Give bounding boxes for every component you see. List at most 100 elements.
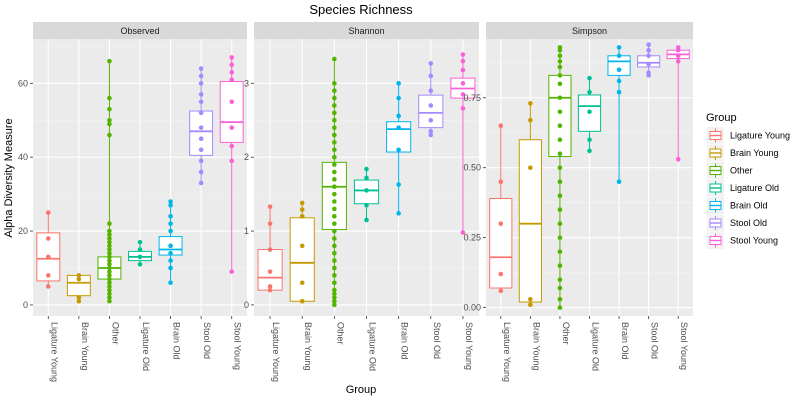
data-point — [107, 258, 112, 263]
data-point — [299, 280, 305, 286]
data-point — [557, 207, 563, 212]
data-point — [332, 184, 337, 190]
data-point — [168, 265, 173, 271]
box-brain-young — [289, 200, 315, 304]
data-point — [332, 236, 337, 241]
data-point — [198, 125, 204, 130]
data-point — [332, 265, 337, 271]
data-point — [557, 45, 563, 50]
data-point — [396, 211, 401, 216]
data-point — [332, 221, 337, 226]
data-point — [332, 125, 337, 130]
data-point — [267, 269, 273, 274]
box-iqr — [489, 197, 513, 289]
data-point — [229, 77, 235, 82]
data-point — [229, 69, 235, 75]
data-point — [229, 99, 235, 105]
data-point — [107, 269, 112, 274]
legend-label: Stool Old — [730, 218, 767, 228]
data-point — [332, 169, 337, 175]
data-point — [267, 221, 273, 226]
box-other — [548, 45, 572, 310]
data-point — [332, 117, 337, 123]
data-point — [396, 113, 401, 119]
data-point — [107, 261, 112, 267]
data-point — [107, 298, 112, 304]
data-point — [460, 92, 466, 97]
data-point — [107, 265, 112, 271]
data-point — [616, 45, 622, 50]
data-point — [557, 73, 563, 78]
box-iqr — [289, 217, 315, 302]
data-point — [107, 221, 112, 226]
box-brain-young — [66, 273, 91, 304]
data-point — [107, 273, 112, 278]
data-point — [364, 188, 369, 193]
data-point — [332, 154, 337, 160]
y-tick-label: 0.25 — [463, 233, 481, 243]
box-ligature-young — [36, 210, 61, 289]
data-point — [332, 243, 337, 249]
box-ligature-old — [128, 239, 152, 267]
data-point — [107, 228, 112, 234]
legend-entry-other: Other — [707, 162, 753, 179]
data-point — [332, 199, 337, 204]
box-other — [321, 56, 347, 308]
data-point — [299, 213, 305, 219]
data-point — [45, 284, 51, 289]
data-point — [168, 213, 173, 219]
legend-label: Brain Young — [730, 148, 779, 158]
data-point — [646, 42, 651, 47]
panel-shannon: Shannon 0 1 2 3 Ligature Young Brain Young Othe… — [244, 22, 479, 382]
data-point — [168, 243, 173, 249]
data-point — [168, 202, 173, 208]
data-point — [76, 295, 82, 300]
y-tick-label: 0.50 — [463, 163, 481, 173]
data-point — [229, 143, 235, 149]
data-point — [168, 250, 173, 256]
data-point — [428, 129, 434, 134]
x-axis-title: Group — [346, 384, 377, 396]
x-tick-label: Stool Young — [679, 322, 689, 370]
data-point — [498, 221, 504, 226]
data-point — [646, 53, 651, 59]
data-point — [299, 298, 305, 304]
data-point — [364, 166, 369, 172]
box-brain-old — [386, 81, 412, 216]
data-point — [498, 123, 504, 129]
data-point — [460, 52, 466, 57]
data-point — [364, 175, 369, 181]
legend-label: Brain Old — [730, 201, 768, 211]
box-stool-old — [637, 42, 661, 78]
data-point — [498, 179, 504, 184]
data-point — [198, 99, 204, 105]
box-stool-young — [450, 52, 476, 235]
data-point — [229, 158, 235, 164]
data-point — [45, 236, 51, 241]
data-point — [557, 221, 563, 226]
data-point — [332, 302, 337, 308]
x-tick-label: Stool Young — [233, 322, 243, 370]
data-point — [675, 59, 681, 64]
x-tick-label: Brain Old — [172, 322, 182, 360]
data-point — [107, 247, 112, 252]
box-ligature-young — [489, 123, 513, 294]
data-point — [107, 250, 112, 256]
data-point — [332, 258, 337, 263]
data-point — [107, 295, 112, 300]
facet-strip-label: Shannon — [348, 26, 384, 36]
data-point — [332, 191, 337, 197]
legend-label: Other — [730, 166, 753, 176]
data-point — [557, 179, 563, 184]
data-point — [557, 123, 563, 129]
data-point — [332, 298, 337, 304]
x-tick-label: Stool Old — [650, 322, 660, 359]
data-point — [557, 249, 563, 254]
data-point — [168, 258, 173, 263]
data-point — [299, 243, 305, 249]
data-point — [299, 207, 305, 212]
x-tick-label: Stool Old — [432, 322, 442, 359]
data-point — [528, 165, 533, 171]
